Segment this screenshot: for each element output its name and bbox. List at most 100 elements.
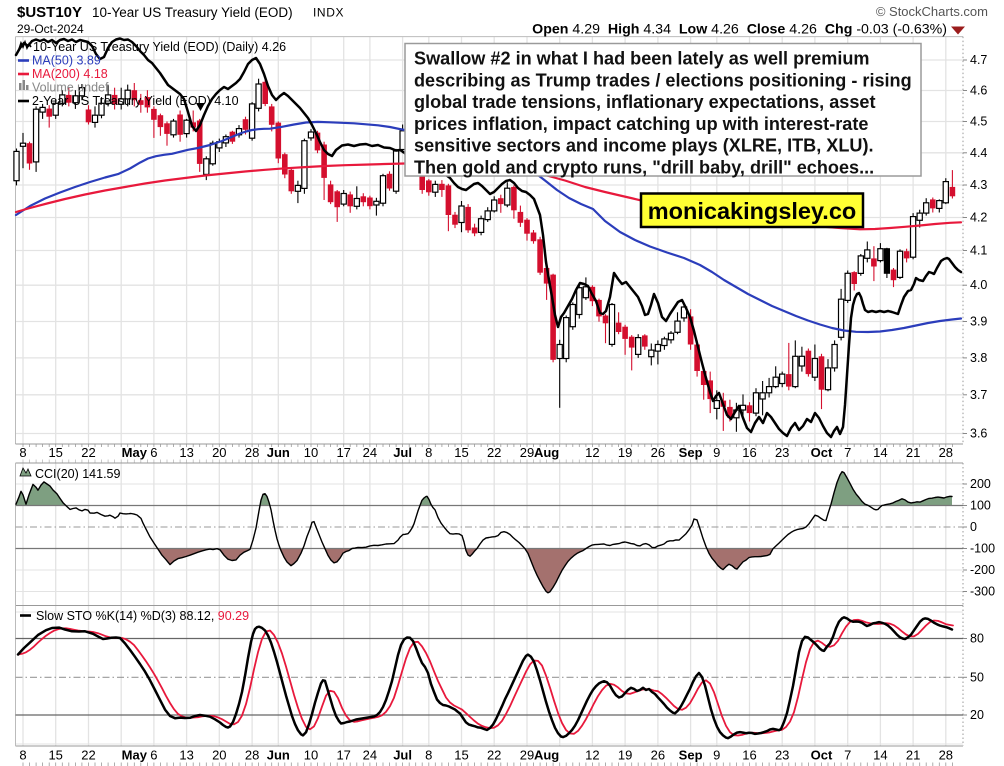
svg-text:Oct: Oct bbox=[811, 748, 833, 763]
svg-text:sensitive sectors and income p: sensitive sectors and income plays (XLRE… bbox=[414, 136, 874, 156]
svg-text:15: 15 bbox=[454, 445, 468, 460]
svg-text:-200: -200 bbox=[970, 563, 995, 577]
svg-text:Oct: Oct bbox=[811, 445, 833, 460]
svg-text:17: 17 bbox=[336, 748, 350, 763]
svg-text:Aug: Aug bbox=[534, 445, 559, 460]
svg-text:6: 6 bbox=[150, 748, 157, 763]
svg-text:22: 22 bbox=[487, 748, 501, 763]
svg-text:22: 22 bbox=[487, 445, 501, 460]
svg-text:Jun: Jun bbox=[267, 445, 290, 460]
svg-text:9: 9 bbox=[713, 445, 720, 460]
svg-text:21: 21 bbox=[906, 748, 920, 763]
svg-text:8: 8 bbox=[19, 748, 26, 763]
svg-text:© StockCharts.com: © StockCharts.com bbox=[876, 4, 988, 19]
svg-text:MA(200) 4.18: MA(200) 4.18 bbox=[32, 67, 108, 81]
svg-text:Then gold and crypto runs, "dr: Then gold and crypto runs, "drill baby, … bbox=[414, 158, 874, 178]
svg-text:14: 14 bbox=[873, 748, 887, 763]
svg-text:15: 15 bbox=[454, 748, 468, 763]
svg-text:19: 19 bbox=[618, 748, 632, 763]
svg-text:10: 10 bbox=[304, 748, 318, 763]
svg-text:28: 28 bbox=[939, 445, 953, 460]
svg-text:21: 21 bbox=[906, 445, 920, 460]
svg-text:global trade tensions, inflati: global trade tensions, inflationary expe… bbox=[414, 92, 876, 112]
svg-text:28: 28 bbox=[939, 748, 953, 763]
svg-text:19: 19 bbox=[618, 445, 632, 460]
svg-text:monicakingsley.co: monicakingsley.co bbox=[648, 198, 857, 224]
svg-text:4.3: 4.3 bbox=[970, 178, 987, 192]
svg-text:Swallow #2 in what I had been: Swallow #2 in what I had been lately as … bbox=[414, 49, 870, 69]
svg-text:4.0: 4.0 bbox=[970, 278, 987, 292]
svg-text:9: 9 bbox=[713, 748, 720, 763]
svg-text:13: 13 bbox=[179, 445, 193, 460]
svg-text:10-Year US Treasury Yield (EOD: 10-Year US Treasury Yield (EOD) (Daily) … bbox=[33, 40, 286, 54]
svg-text:22: 22 bbox=[81, 445, 95, 460]
svg-text:20: 20 bbox=[212, 445, 226, 460]
svg-text:$UST10Y: $UST10Y bbox=[17, 4, 82, 21]
svg-text:6: 6 bbox=[150, 445, 157, 460]
svg-text:200: 200 bbox=[970, 477, 991, 491]
svg-text:INDX: INDX bbox=[313, 6, 344, 20]
svg-text:16: 16 bbox=[742, 748, 756, 763]
svg-text:13: 13 bbox=[179, 748, 193, 763]
svg-text:7: 7 bbox=[844, 445, 851, 460]
svg-text:-300: -300 bbox=[970, 585, 995, 599]
svg-text:-100: -100 bbox=[970, 542, 995, 556]
svg-text:23: 23 bbox=[775, 445, 789, 460]
svg-text:20: 20 bbox=[970, 708, 984, 722]
svg-text:7: 7 bbox=[844, 748, 851, 763]
svg-text:May: May bbox=[122, 748, 148, 763]
svg-text:22: 22 bbox=[81, 748, 95, 763]
svg-text:Sep: Sep bbox=[679, 748, 703, 763]
svg-text:16: 16 bbox=[742, 445, 756, 460]
svg-text:23: 23 bbox=[775, 748, 789, 763]
svg-text:24: 24 bbox=[363, 445, 377, 460]
svg-text:Open 4.29 High 4.34 Low 4.26: Open 4.29 High 4.34 Low 4.26 Close 4.26 … bbox=[532, 22, 947, 38]
svg-text:Jun: Jun bbox=[267, 748, 290, 763]
svg-text:prices inflation, impact catch: prices inflation, impact catching up wit… bbox=[414, 114, 868, 134]
svg-text:14: 14 bbox=[873, 445, 887, 460]
svg-text:26: 26 bbox=[651, 445, 665, 460]
svg-text:Aug: Aug bbox=[534, 748, 559, 763]
svg-text:3.8: 3.8 bbox=[970, 351, 987, 365]
svg-text:50: 50 bbox=[970, 670, 984, 684]
svg-text:80: 80 bbox=[970, 632, 984, 646]
svg-text:Volume undef: Volume undef bbox=[32, 81, 109, 95]
svg-text:8: 8 bbox=[425, 748, 432, 763]
svg-text:10-Year US Treasury Yield (EOD: 10-Year US Treasury Yield (EOD) bbox=[92, 5, 293, 20]
svg-text:4.5: 4.5 bbox=[970, 115, 987, 129]
svg-text:8: 8 bbox=[425, 445, 432, 460]
svg-text:26: 26 bbox=[651, 748, 665, 763]
svg-text:28: 28 bbox=[245, 748, 259, 763]
svg-text:4.2: 4.2 bbox=[970, 211, 987, 225]
svg-text:10: 10 bbox=[304, 445, 318, 460]
svg-text:MA(50) 3.89: MA(50) 3.89 bbox=[32, 54, 101, 68]
svg-text:29: 29 bbox=[520, 445, 534, 460]
svg-text:29-Oct-2024: 29-Oct-2024 bbox=[17, 22, 84, 36]
svg-text:15: 15 bbox=[48, 748, 62, 763]
svg-text:May: May bbox=[122, 445, 148, 460]
svg-text:3.6: 3.6 bbox=[970, 427, 987, 441]
svg-text:24: 24 bbox=[363, 748, 377, 763]
svg-text:Jul: Jul bbox=[393, 748, 412, 763]
svg-text:28: 28 bbox=[245, 445, 259, 460]
svg-text:4.7: 4.7 bbox=[970, 53, 987, 67]
svg-text:3.7: 3.7 bbox=[970, 388, 987, 402]
svg-text:100: 100 bbox=[970, 499, 991, 513]
svg-text:Sep: Sep bbox=[679, 445, 703, 460]
svg-text:2-Year US Treasury Yield (EOD): 2-Year US Treasury Yield (EOD) 4.10 bbox=[32, 94, 239, 108]
svg-text:Slow STO %K(14) %D(3) 88.12, 9: Slow STO %K(14) %D(3) 88.12, 90.29 bbox=[36, 609, 249, 623]
svg-text:12: 12 bbox=[585, 748, 599, 763]
svg-text:4.6: 4.6 bbox=[970, 84, 987, 98]
svg-text:29: 29 bbox=[520, 748, 534, 763]
svg-text:3.9: 3.9 bbox=[970, 315, 987, 329]
svg-text:0: 0 bbox=[970, 520, 977, 534]
svg-text:CCI(20) 141.59: CCI(20) 141.59 bbox=[35, 467, 121, 481]
svg-text:8: 8 bbox=[19, 445, 26, 460]
svg-text:20: 20 bbox=[212, 748, 226, 763]
svg-text:12: 12 bbox=[585, 445, 599, 460]
svg-text:4.1: 4.1 bbox=[970, 244, 987, 258]
svg-text:4.4: 4.4 bbox=[970, 146, 987, 160]
svg-text:Jul: Jul bbox=[393, 445, 412, 460]
svg-text:15: 15 bbox=[48, 445, 62, 460]
svg-text:describing as Trump trades / e: describing as Trump trades / elections p… bbox=[414, 70, 912, 90]
